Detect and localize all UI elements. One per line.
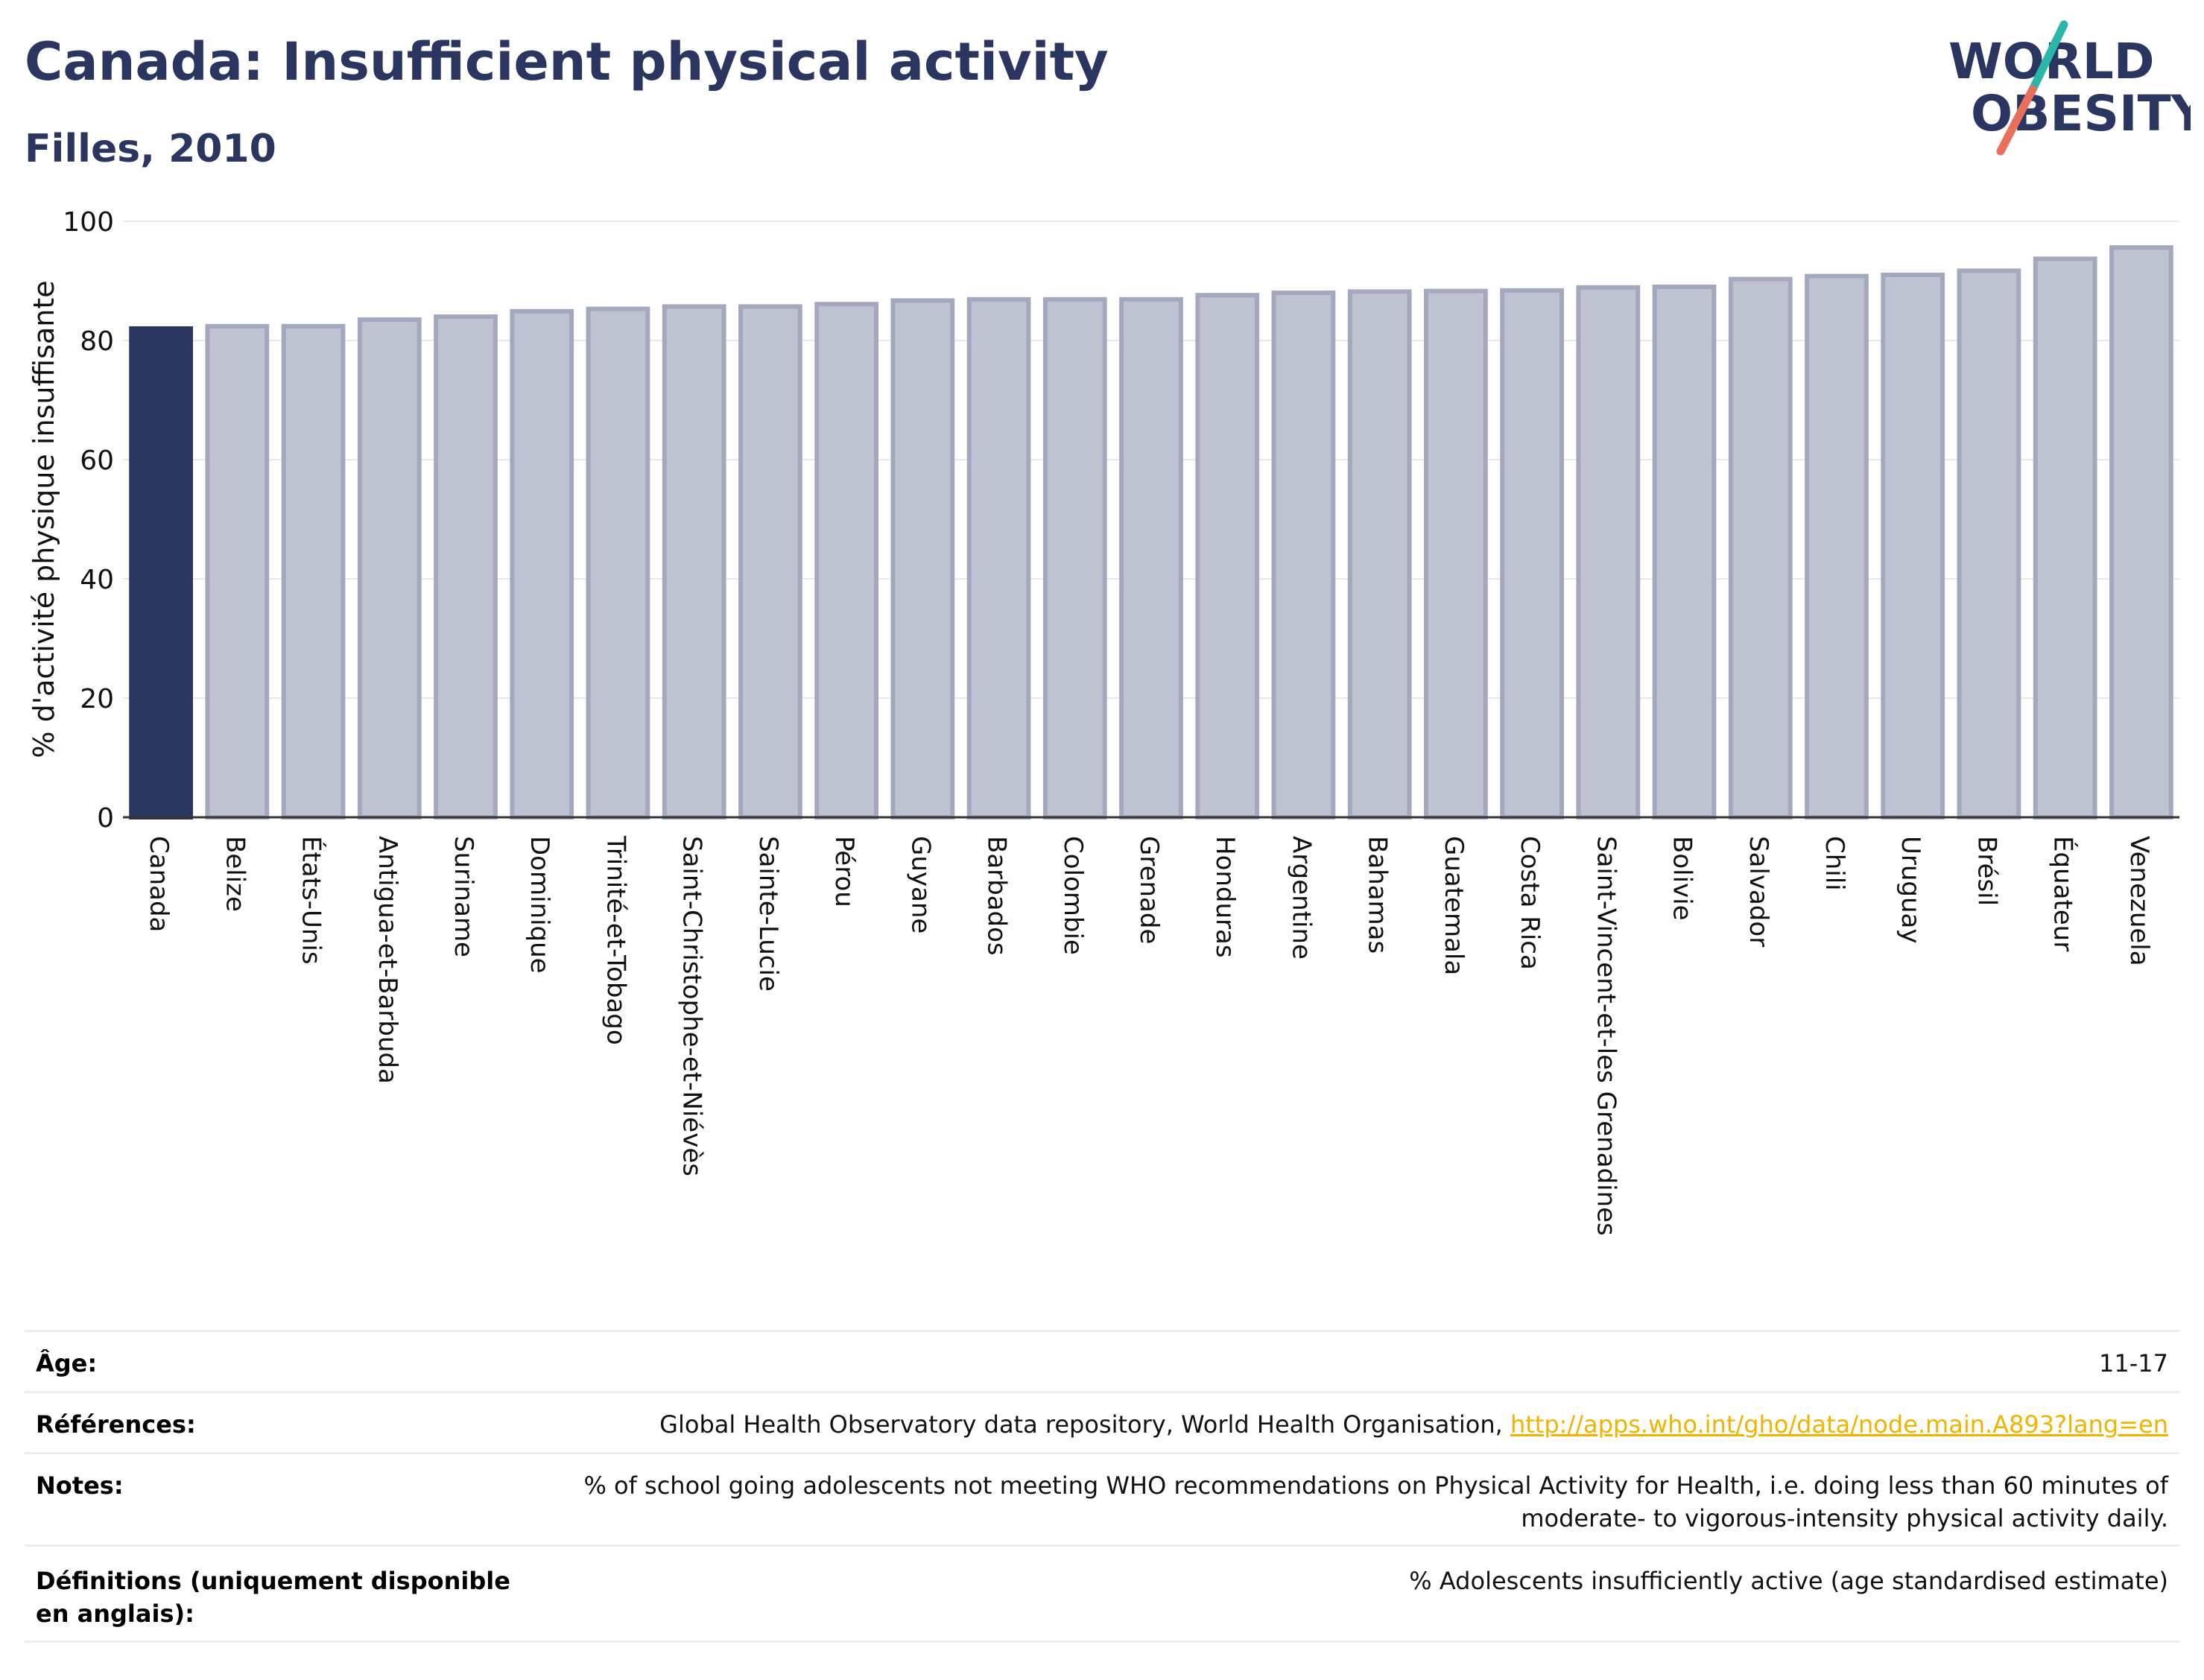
- bar: [738, 304, 802, 820]
- info-row-notes: Notes: % of school going adolescents not…: [25, 1452, 2179, 1547]
- bar: [357, 317, 422, 820]
- x-tick-label: Colombie: [1058, 836, 1088, 955]
- x-tick-label: Trinité-et-Tobago: [601, 835, 630, 1045]
- bar: [2033, 256, 2097, 820]
- info-row-age: Âge: 11-17: [25, 1330, 2179, 1393]
- x-tick-label: Barbados: [982, 836, 1012, 956]
- y-tick-label: 100: [63, 207, 114, 238]
- x-tick-labels: Canada Belize États-Unis Antigua-et-Barbuda…: [144, 835, 2154, 1236]
- x-tick-label: Pérou: [829, 836, 859, 907]
- x-tick-label: Costa Rica: [1515, 836, 1545, 970]
- x-tick-label: Sainte-Lucie: [753, 836, 783, 992]
- bar: [1347, 289, 1412, 820]
- x-tick-label: Équateur: [2048, 836, 2079, 951]
- y-tick-label: 0: [97, 803, 114, 834]
- x-tick-label: Venezuela: [2124, 836, 2154, 966]
- world-obesity-logo: WORLD OBESITY: [1948, 20, 2191, 156]
- bar: [510, 308, 574, 820]
- info-row-references: Références: Global Health Observatory da…: [25, 1391, 2179, 1454]
- bar: [1652, 285, 1717, 820]
- y-axis-label: % d'activité physique insuffisante: [28, 280, 60, 758]
- references-text: Global Health Observatory data repositor…: [659, 1410, 1503, 1439]
- bar: [662, 304, 726, 820]
- bar: [890, 298, 955, 820]
- x-tick-label: Guatemala: [1439, 836, 1469, 975]
- bar: [434, 314, 498, 820]
- bar-chart: 0 20 40 60 80 100 Canada Belize États-Unis Antig…: [28, 207, 2179, 1236]
- chart-title: Canada: Insufficient physical activity: [25, 31, 1109, 92]
- x-tick-label: Brésil: [1972, 836, 2001, 906]
- y-tick-label: 60: [80, 446, 114, 476]
- x-tick-label: Salvador: [1744, 836, 1773, 947]
- bar: [1195, 293, 1260, 820]
- bar: [1500, 288, 1564, 820]
- x-tick-label: Uruguay: [1896, 836, 1925, 944]
- x-tick-label: Belize: [220, 836, 250, 912]
- x-tick-label: États-Unis: [297, 836, 327, 965]
- bar: [1728, 276, 1793, 820]
- references-value: Global Health Observatory data repositor…: [566, 1408, 2168, 1441]
- y-tick-label: 20: [80, 684, 114, 714]
- bar: [129, 326, 193, 820]
- bar: [1424, 288, 1488, 820]
- bar: [1957, 268, 2021, 820]
- x-tick-label: Honduras: [1210, 836, 1240, 958]
- bar: [1042, 297, 1107, 820]
- x-tick-label: Antigua-et-Barbuda: [373, 836, 402, 1084]
- bar: [205, 323, 270, 820]
- references-link[interactable]: http://apps.who.int/gho/data/node.main.A…: [1510, 1410, 2168, 1439]
- bar: [1576, 285, 1641, 820]
- definitions-value: % Adolescents insufficiently active (age…: [1409, 1567, 2168, 1595]
- bar: [1271, 291, 1336, 820]
- bars: [129, 245, 2173, 820]
- x-tick-label: Argentine: [1286, 836, 1316, 960]
- chart-subtitle: Filles, 2010: [25, 127, 276, 171]
- x-tick-label: Bolivie: [1668, 836, 1697, 921]
- bar: [1119, 297, 1183, 820]
- definitions-label: Définitions (uniquement disponible en an…: [36, 1567, 510, 1628]
- bar: [966, 297, 1031, 820]
- y-tick-label: 40: [80, 565, 114, 595]
- notes-label: Notes:: [36, 1471, 124, 1500]
- x-tick-label: Dominique: [525, 836, 554, 974]
- x-tick-label: Suriname: [449, 836, 478, 957]
- bar: [281, 323, 346, 820]
- bar: [586, 306, 650, 820]
- age-label: Âge:: [36, 1349, 98, 1378]
- bar: [814, 302, 878, 820]
- bar: [1805, 273, 1869, 820]
- x-tick-label: Guyane: [905, 836, 935, 933]
- x-tick-label: Saint-Christophe-et-Niévès: [677, 836, 707, 1176]
- y-tick-label: 80: [80, 326, 114, 357]
- info-row-definitions: Définitions (uniquement disponible en an…: [25, 1544, 2179, 1643]
- references-label: Références:: [36, 1410, 196, 1439]
- y-tick-labels: 0 20 40 60 80 100: [63, 207, 114, 834]
- x-tick-label: Canada: [144, 836, 174, 932]
- bar: [1881, 273, 1945, 820]
- age-value: 11-17: [2099, 1349, 2168, 1378]
- x-tick-label: Chili: [1820, 836, 1849, 891]
- x-tick-label: Grenade: [1134, 836, 1164, 944]
- notes-value: % of school going adolescents not meetin…: [583, 1471, 2168, 1532]
- x-tick-label: Bahamas: [1363, 836, 1393, 954]
- x-tick-label: Saint-Vincent-et-les Grenadines: [1591, 836, 1621, 1236]
- bar: [2109, 245, 2173, 820]
